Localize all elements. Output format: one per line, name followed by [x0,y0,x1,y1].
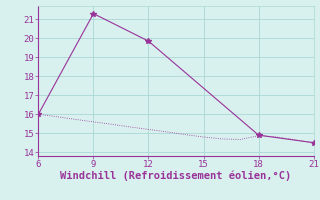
X-axis label: Windchill (Refroidissement éolien,°C): Windchill (Refroidissement éolien,°C) [60,171,292,181]
